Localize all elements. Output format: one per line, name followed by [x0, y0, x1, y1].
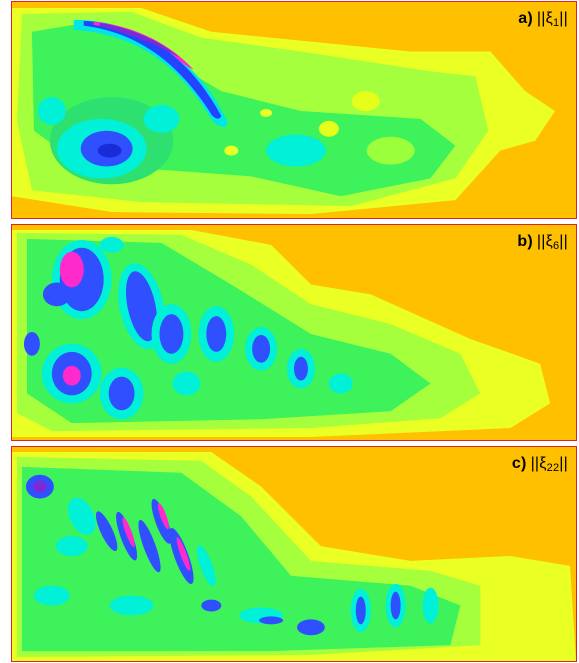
mode-panel-1: a) ||ξ1||: [11, 1, 577, 219]
contour-field-22: [12, 447, 576, 661]
contour-field-1: [12, 2, 576, 218]
mode-panel-22: c) ||ξ22||: [11, 446, 577, 662]
mode-panel-6: b) ||ξ6||: [11, 224, 577, 441]
panel-label-22: c) ||ξ22||: [511, 455, 568, 474]
panel-label-6: b) ||ξ6||: [517, 233, 568, 252]
panel-label-1: a) ||ξ1||: [518, 10, 568, 29]
contour-field-6: [12, 225, 576, 440]
